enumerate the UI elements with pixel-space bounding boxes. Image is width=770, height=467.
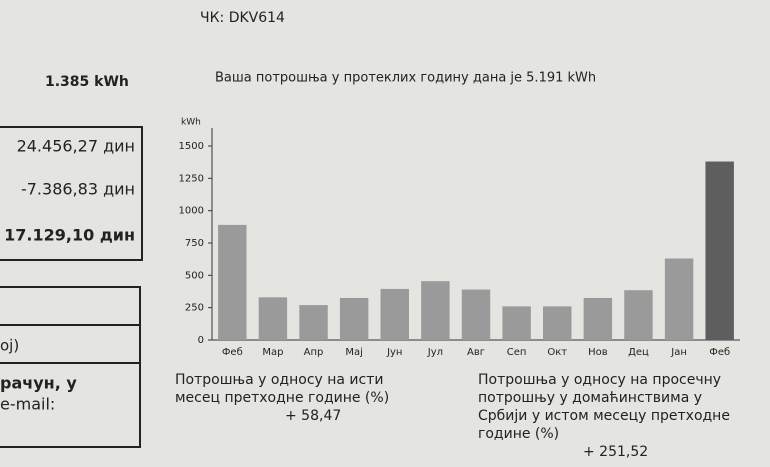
amount: 24.456,27 дин xyxy=(17,137,135,156)
bar xyxy=(380,288,409,340)
row-text: рачун, у xyxy=(0,374,77,393)
note-value: + 251,52 xyxy=(583,444,648,460)
bar xyxy=(543,306,572,340)
note-value: + 58,47 xyxy=(285,408,341,424)
x-tick-label: Јан xyxy=(670,347,687,358)
note-text: месец претходне године (%) xyxy=(175,390,389,406)
x-tick-label: Апр xyxy=(304,347,324,358)
amount: -7.386,83 дин xyxy=(21,180,135,199)
bar xyxy=(421,281,450,340)
bar xyxy=(258,297,288,340)
bar xyxy=(502,306,531,340)
info-box xyxy=(0,286,141,448)
code: ЧК: DKV614 xyxy=(200,10,285,26)
x-tick-label: Окт xyxy=(547,347,567,358)
row-text: e-mail: xyxy=(0,395,55,414)
x-tick-label: Мар xyxy=(262,347,283,358)
x-tick-label: Јун xyxy=(386,347,402,358)
note-text: Потрошња у односу на исти xyxy=(175,372,383,388)
y-unit: kWh xyxy=(181,118,201,128)
x-tick-label: Нов xyxy=(588,347,608,358)
amount: 17.129,10 дин xyxy=(4,226,135,245)
y-tick-label: 1000 xyxy=(179,206,204,217)
note-text: Потрошња у односу на просечну xyxy=(478,372,721,388)
consumption: 1.385 kWh xyxy=(45,74,129,90)
row-text: ој) xyxy=(0,337,19,355)
chart-title: Ваша потрошња у протеклих годину дана је… xyxy=(215,71,596,86)
bar xyxy=(624,290,653,340)
x-tick-label: Мај xyxy=(345,346,363,358)
note-text: Србији у истом месецу претходне xyxy=(478,408,730,424)
y-tick-label: 500 xyxy=(185,270,204,281)
y-tick-label: 1250 xyxy=(179,173,204,184)
x-tick-label: Јул xyxy=(427,347,443,358)
bar xyxy=(299,305,328,340)
bar xyxy=(705,161,734,340)
x-tick-label: Феб xyxy=(222,347,243,358)
bar xyxy=(218,224,247,340)
note-text: године (%) xyxy=(478,426,559,442)
amount-box xyxy=(0,126,143,261)
y-tick-label: 1500 xyxy=(179,141,204,152)
x-tick-label: Дец xyxy=(628,347,649,358)
y-tick-label: 250 xyxy=(185,303,204,314)
x-tick-label: Авг xyxy=(467,347,485,358)
bar xyxy=(664,258,694,340)
bar xyxy=(339,297,369,340)
y-tick-label: 750 xyxy=(185,238,204,249)
bar xyxy=(461,289,491,340)
y-tick-label: 0 xyxy=(198,335,204,346)
note-text: потрошњу у домаћинствима у xyxy=(478,390,702,406)
x-tick-label: Феб xyxy=(709,347,730,358)
bar xyxy=(583,297,613,340)
x-tick-label: Сеп xyxy=(507,347,527,358)
